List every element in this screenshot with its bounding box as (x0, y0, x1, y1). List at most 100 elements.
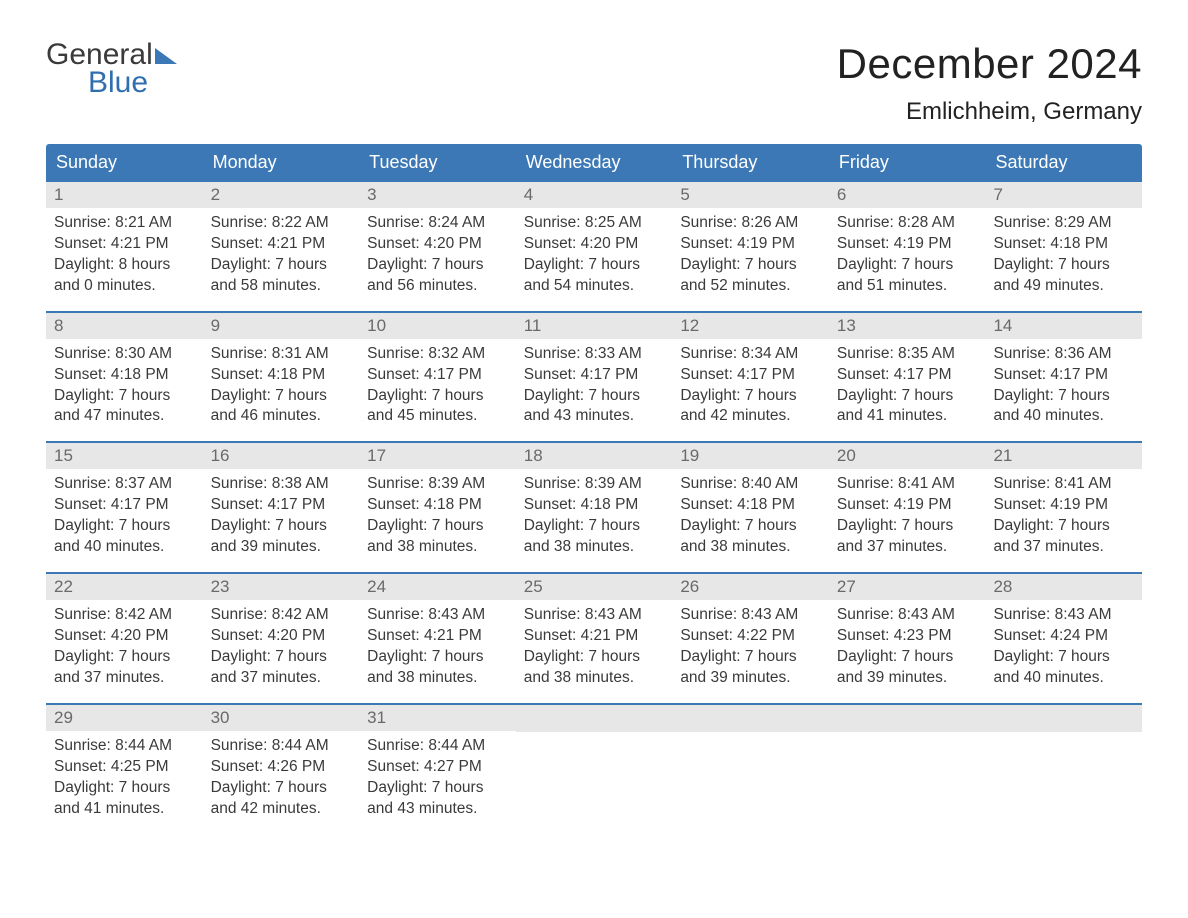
day-dl2: and 40 minutes. (54, 537, 195, 558)
day-number: 16 (203, 443, 360, 469)
day-body: Sunrise: 8:30 AMSunset: 4:18 PMDaylight:… (46, 339, 203, 442)
day-sunset: Sunset: 4:18 PM (993, 234, 1134, 255)
day-sunrise: Sunrise: 8:31 AM (211, 344, 352, 365)
dow-thursday: Thursday (672, 144, 829, 182)
calendar-day: 30Sunrise: 8:44 AMSunset: 4:26 PMDayligh… (203, 705, 360, 834)
day-sunrise: Sunrise: 8:39 AM (524, 474, 665, 495)
day-sunset: Sunset: 4:18 PM (524, 495, 665, 516)
calendar-day: 21Sunrise: 8:41 AMSunset: 4:19 PMDayligh… (985, 443, 1142, 572)
weeks-container: 1Sunrise: 8:21 AMSunset: 4:21 PMDaylight… (46, 182, 1142, 833)
day-dl2: and 38 minutes. (524, 668, 665, 689)
day-sunset: Sunset: 4:19 PM (837, 495, 978, 516)
day-sunrise: Sunrise: 8:33 AM (524, 344, 665, 365)
day-dl2: and 40 minutes. (993, 406, 1134, 427)
day-sunrise: Sunrise: 8:24 AM (367, 213, 508, 234)
dow-tuesday: Tuesday (359, 144, 516, 182)
calendar-day: 18Sunrise: 8:39 AMSunset: 4:18 PMDayligh… (516, 443, 673, 572)
day-dl2: and 42 minutes. (211, 799, 352, 820)
day-body: Sunrise: 8:25 AMSunset: 4:20 PMDaylight:… (516, 208, 673, 311)
brand-word2: Blue (46, 68, 177, 98)
day-number: 31 (359, 705, 516, 731)
calendar-day: 12Sunrise: 8:34 AMSunset: 4:17 PMDayligh… (672, 313, 829, 442)
day-dl1: Daylight: 7 hours (680, 386, 821, 407)
day-body: Sunrise: 8:38 AMSunset: 4:17 PMDaylight:… (203, 469, 360, 572)
page-title: December 2024 (837, 40, 1142, 88)
day-dl2: and 41 minutes. (54, 799, 195, 820)
day-dl2: and 38 minutes. (524, 537, 665, 558)
day-body: Sunrise: 8:31 AMSunset: 4:18 PMDaylight:… (203, 339, 360, 442)
day-dl1: Daylight: 7 hours (993, 255, 1134, 276)
day-body: Sunrise: 8:24 AMSunset: 4:20 PMDaylight:… (359, 208, 516, 311)
day-body: Sunrise: 8:41 AMSunset: 4:19 PMDaylight:… (985, 469, 1142, 572)
day-body: Sunrise: 8:42 AMSunset: 4:20 PMDaylight:… (203, 600, 360, 703)
day-sunset: Sunset: 4:17 PM (680, 365, 821, 386)
day-sunset: Sunset: 4:18 PM (367, 495, 508, 516)
day-number: 18 (516, 443, 673, 469)
day-number: 27 (829, 574, 986, 600)
day-sunset: Sunset: 4:21 PM (54, 234, 195, 255)
calendar-day: 23Sunrise: 8:42 AMSunset: 4:20 PMDayligh… (203, 574, 360, 703)
day-dl1: Daylight: 7 hours (211, 386, 352, 407)
day-sunrise: Sunrise: 8:44 AM (211, 736, 352, 757)
day-sunset: Sunset: 4:17 PM (211, 495, 352, 516)
day-dl1: Daylight: 7 hours (367, 516, 508, 537)
calendar-day: 11Sunrise: 8:33 AMSunset: 4:17 PMDayligh… (516, 313, 673, 442)
day-number: 2 (203, 182, 360, 208)
day-body: Sunrise: 8:22 AMSunset: 4:21 PMDaylight:… (203, 208, 360, 311)
calendar-day: 7Sunrise: 8:29 AMSunset: 4:18 PMDaylight… (985, 182, 1142, 311)
day-sunrise: Sunrise: 8:29 AM (993, 213, 1134, 234)
day-dl1: Daylight: 7 hours (837, 255, 978, 276)
day-number: 8 (46, 313, 203, 339)
day-number: 26 (672, 574, 829, 600)
day-dl1: Daylight: 7 hours (680, 647, 821, 668)
day-sunrise: Sunrise: 8:43 AM (993, 605, 1134, 626)
brand-logo: General Blue (46, 40, 177, 98)
day-sunrise: Sunrise: 8:37 AM (54, 474, 195, 495)
day-number: 20 (829, 443, 986, 469)
day-body: Sunrise: 8:35 AMSunset: 4:17 PMDaylight:… (829, 339, 986, 442)
title-block: December 2024 Emlichheim, Germany (837, 40, 1142, 126)
day-dl2: and 39 minutes. (680, 668, 821, 689)
day-number: 29 (46, 705, 203, 731)
day-sunrise: Sunrise: 8:36 AM (993, 344, 1134, 365)
calendar-day: 17 Sunrise: 8:39 AMSunset: 4:18 PMDayligh… (359, 443, 516, 572)
day-dl2: and 46 minutes. (211, 406, 352, 427)
day-number: 24 (359, 574, 516, 600)
day-dl1: Daylight: 7 hours (54, 647, 195, 668)
day-dl1: Daylight: 7 hours (680, 516, 821, 537)
calendar-day (985, 705, 1142, 834)
day-number: 5 (672, 182, 829, 208)
day-dl2: and 38 minutes. (680, 537, 821, 558)
brand-triangle-icon (155, 48, 177, 64)
day-dl2: and 45 minutes. (367, 406, 508, 427)
day-sunrise: Sunrise: 8:26 AM (680, 213, 821, 234)
day-body: Sunrise: 8:32 AMSunset: 4:17 PMDaylight:… (359, 339, 516, 442)
day-sunset: Sunset: 4:19 PM (837, 234, 978, 255)
day-number: 10 (359, 313, 516, 339)
day-sunrise: Sunrise: 8:25 AM (524, 213, 665, 234)
day-sunrise: Sunrise: 8:44 AM (367, 736, 508, 757)
day-dl2: and 49 minutes. (993, 276, 1134, 297)
dow-wednesday: Wednesday (516, 144, 673, 182)
day-number: 11 (516, 313, 673, 339)
calendar-day: 1Sunrise: 8:21 AMSunset: 4:21 PMDaylight… (46, 182, 203, 311)
day-sunrise: Sunrise: 8:39 AM (367, 474, 508, 495)
day-body: Sunrise: 8:28 AMSunset: 4:19 PMDaylight:… (829, 208, 986, 311)
dow-friday: Friday (829, 144, 986, 182)
calendar-day: 20Sunrise: 8:41 AMSunset: 4:19 PMDayligh… (829, 443, 986, 572)
day-dl1: Daylight: 7 hours (524, 386, 665, 407)
day-body: Sunrise: 8:43 AMSunset: 4:21 PMDaylight:… (359, 600, 516, 703)
day-number: 25 (516, 574, 673, 600)
day-dl1: Daylight: 7 hours (54, 778, 195, 799)
day-sunset: Sunset: 4:18 PM (680, 495, 821, 516)
day-sunset: Sunset: 4:18 PM (211, 365, 352, 386)
day-number: 17 (359, 443, 516, 469)
day-sunrise: Sunrise: 8:28 AM (837, 213, 978, 234)
day-dl1: Daylight: 7 hours (211, 255, 352, 276)
day-number: 19 (672, 443, 829, 469)
day-sunrise: Sunrise: 8:43 AM (680, 605, 821, 626)
calendar-day: 28Sunrise: 8:43 AMSunset: 4:24 PMDayligh… (985, 574, 1142, 703)
day-sunset: Sunset: 4:19 PM (680, 234, 821, 255)
day-number: 15 (46, 443, 203, 469)
day-dl2: and 38 minutes. (367, 668, 508, 689)
